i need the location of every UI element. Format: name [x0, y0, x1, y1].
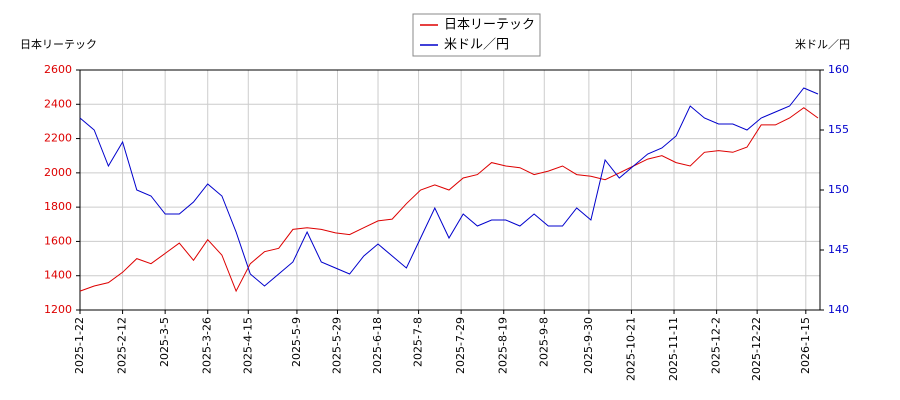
x-tick-label: 2025-11-11: [667, 317, 680, 381]
x-tick-label: 2026-1-15: [799, 317, 812, 374]
x-tick-label: 2025-12-2: [710, 317, 723, 374]
legend-box: [412, 13, 541, 57]
series-line: [79, 107, 819, 293]
y-tick-label: 2600: [44, 63, 72, 76]
x-tick-label: 2025-4-15: [241, 317, 254, 374]
x-tick-label: 2025-5-29: [330, 317, 343, 374]
x-tick-label: 2025-3-26: [201, 317, 214, 374]
x-tick-label: 2025-9-30: [582, 317, 595, 374]
x-tick-label: 2025-1-22: [73, 317, 86, 374]
x-tick-label: 2025-7-8: [412, 317, 425, 367]
y-tick-label: 2400: [44, 97, 72, 110]
series-line: [79, 87, 819, 287]
legend-label: 米ドル／円: [444, 38, 509, 53]
y-axis-title: 日本リーテック: [20, 37, 97, 51]
y-tick-label: 2200: [44, 132, 72, 145]
x-tick-label: 2025-12-22: [750, 317, 763, 381]
x-tick-label: 2025-6-18: [371, 317, 384, 374]
y-tick-label: 1400: [44, 269, 72, 282]
y2-tick-label: 150: [828, 183, 849, 196]
y2-tick-label: 140: [828, 303, 849, 316]
y-tick-label: 2000: [44, 166, 72, 179]
x-tick-label: 2025-7-29: [454, 317, 467, 374]
y2-tick-label: 160: [828, 63, 849, 76]
plot-frame: [79, 69, 821, 311]
x-tick-label: 2025-2-12: [116, 317, 129, 374]
x-tick-label: 2025-8-19: [497, 317, 510, 374]
y-tick-label: 1200: [44, 303, 72, 316]
x-tick-label: 2025-9-8: [537, 317, 550, 367]
y-tick-label: 1600: [44, 234, 72, 247]
y2-tick-label: 145: [828, 243, 849, 256]
legend-label: 日本リーテック: [444, 18, 535, 33]
x-tick-label: 2025-10-21: [624, 317, 637, 381]
y-tick-label: 1800: [44, 200, 72, 213]
y2-axis-title: 米ドル／円: [795, 38, 850, 51]
y2-tick-label: 155: [828, 123, 849, 136]
x-tick-label: 2025-3-5: [158, 317, 171, 367]
x-tick-label: 2025-5-9: [290, 317, 303, 367]
